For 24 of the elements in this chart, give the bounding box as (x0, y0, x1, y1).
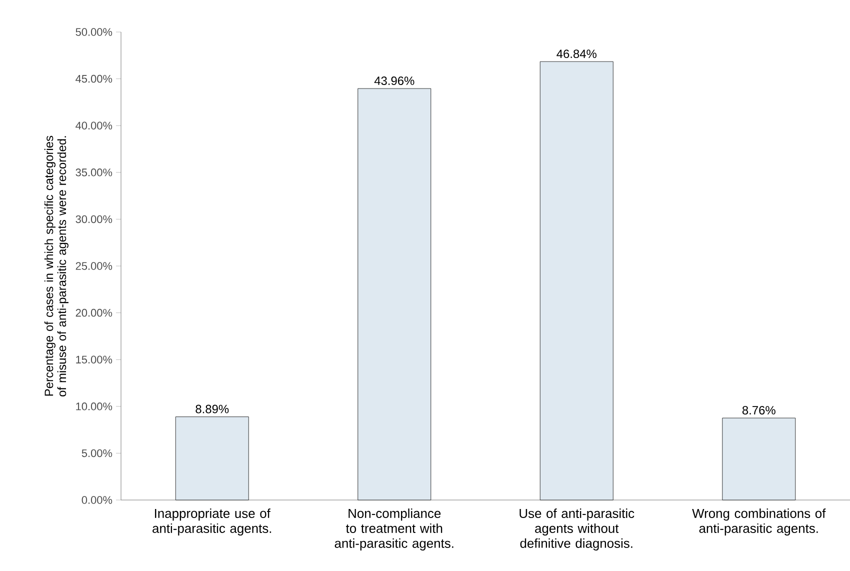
y-tick-label: 10.00% (76, 402, 112, 410)
y-tick-label: 25.00% (76, 262, 112, 270)
y-tick-label: 15.00% (76, 356, 112, 364)
y-tick-label: 20.00% (76, 308, 112, 317)
data-label: 8.76% (742, 406, 776, 414)
y-tick-label: 30.00% (76, 215, 112, 224)
data-label: 8.89% (196, 404, 229, 414)
y-tick-label: 50.00% (76, 28, 112, 36)
x-tick-label: Use of anti-parasitic agents without definitive diagnosis. (520, 508, 634, 550)
data-label: 46.84% (556, 50, 596, 58)
x-tick-label: Inappropriate use of anti-parasitic agents. (152, 508, 272, 536)
data-label: 43.96% (374, 76, 414, 86)
y-tick-label: 35.00% (76, 168, 112, 176)
y-tick-label: 45.00% (76, 74, 112, 83)
x-tick-label: Wrong combinations of anti-parasitic agents. (692, 508, 826, 536)
bar (175, 416, 249, 500)
y-tick-label: 5.00% (82, 449, 112, 458)
bar (722, 418, 796, 500)
bar (540, 61, 614, 500)
y-axis-title: Percentage of cases in which specific categories of misuse of anti-parasitic agents were recorded. (44, 136, 68, 396)
y-tick-label: 40.00% (76, 122, 112, 130)
y-tick-label: 0.00% (82, 496, 112, 504)
x-tick-label: Non-compliance to treatment with anti-parasitic agents. (334, 508, 454, 550)
bar (358, 88, 432, 500)
